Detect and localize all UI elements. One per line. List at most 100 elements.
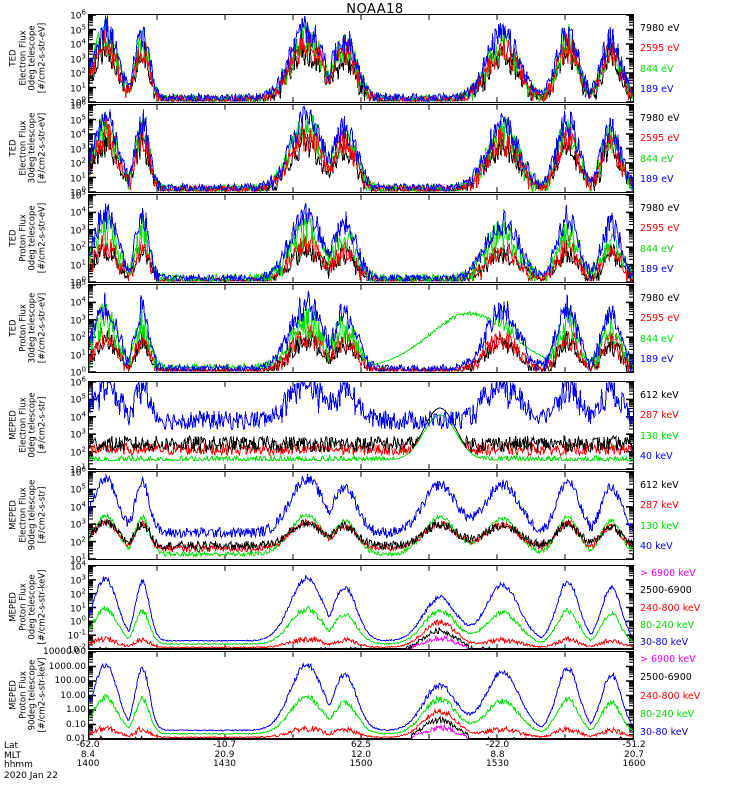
legend-item: 189 eV — [640, 264, 674, 275]
legend-item: 130 keV — [640, 430, 679, 442]
y-tick-label: 105 — [70, 113, 86, 126]
y-axis-title-line: 0deg telescope — [27, 24, 37, 91]
plot-area-ted-electron-30deg — [89, 105, 633, 192]
y-tick-label: 104 — [70, 205, 86, 219]
y-axis-title-meped-proton-0deg: MEPED Proton Flux 0deg telescope [#/cm2-s-s… — [8, 564, 47, 649]
y-axis-title-line: TED — [8, 228, 18, 247]
panel-meped-proton-90deg[interactable]: 0.01 0.10 1.00 10.00 100.00 1000.00 10000.00 — [43, 647, 634, 744]
y-tick-label: 103 — [70, 517, 86, 531]
legend-item: 7980 eV — [640, 293, 680, 304]
axis-tick-lat: -62.0 — [76, 740, 100, 750]
y-tick-label: 106 — [70, 375, 86, 389]
panel-ted-electron-30deg[interactable]: 100 101 102 103 104 105 106 — [70, 99, 634, 199]
y-axis-title-line: MEPED — [8, 409, 18, 440]
panel-meped-electron-90deg[interactable]: 101 102 103 104 105 106 — [70, 466, 634, 566]
legend-item: 2595 eV — [640, 133, 680, 145]
legend-item: 189 eV — [640, 354, 674, 365]
axis-tick-mlt: 20.9 — [214, 749, 235, 760]
y-axis-title-line: [#/cm2-s-str-eV] — [36, 202, 47, 273]
y-tick-label: 104 — [70, 410, 86, 424]
legend-item: 189 eV — [640, 84, 674, 95]
legend-item: 844 eV — [640, 243, 674, 255]
legend-ted-electron-0deg: 7980 eV 2595 eV 844 eV 189 eV — [640, 14, 750, 103]
y-tick-label: 1.00 — [65, 705, 86, 715]
legend-item: 2595 eV — [640, 313, 680, 325]
legend-item: 2500-6900 — [640, 672, 692, 684]
y-tick-label: 100 — [70, 365, 86, 379]
legend-meped-proton-90deg: > 6900 keV 2500-6900 240-800 keV 80-240 keV… — [640, 651, 750, 740]
y-tick-label: 100 — [70, 95, 86, 109]
panel-ted-electron-0deg[interactable]: 100 101 102 103 104 105 106 — [70, 9, 634, 109]
y-tick-label: 10000.00 — [43, 647, 86, 657]
y-axis-title-line: [#/cm2-s-str-eV] — [36, 22, 47, 93]
y-tick-label: 101 — [70, 462, 86, 476]
legend-item: 40 keV — [640, 451, 673, 462]
plot-area-ted-proton-30deg — [89, 285, 633, 372]
y-axis-title-line: 0deg telescope — [27, 204, 37, 271]
axis-tick-group: -62.0 8.4 1400 — [76, 740, 100, 770]
y-axis-title-meped-proton-90deg: MEPED Proton Flux 90deg telescope [#/cm2-s-… — [8, 650, 47, 739]
axis-tick-group: -22.0 8.8 1530 — [486, 740, 509, 770]
y-tick-label: 100 — [70, 275, 86, 289]
panel-ted-proton-0deg[interactable]: 100 101 102 103 104 105 — [70, 189, 634, 289]
y-axis-title-line: 30deg telescope — [27, 292, 37, 363]
y-tick-label: 102 — [70, 587, 86, 601]
y-tick-label: 100 — [70, 614, 86, 628]
axis-tick-hhmm: 1430 — [213, 759, 236, 769]
y-tick-label: 105 — [70, 23, 86, 36]
y-tick-label: 106 — [70, 98, 86, 112]
y-axis-title-meped-electron-90deg: MEPED Electron Flux 90deg telescope [#/cm2-… — [8, 470, 47, 559]
axis-tick-hhmm: 1600 — [622, 759, 646, 769]
y-tick-label: 103 — [70, 427, 86, 441]
legend-item: 7980 eV — [640, 23, 680, 34]
axis-tick-lat: -10.7 — [212, 740, 237, 750]
plot-area-ted-proton-0deg — [89, 195, 633, 282]
y-tick-label: 103 — [70, 142, 86, 155]
legend-item: 240-800 keV — [640, 690, 701, 702]
y-axis-title-ted-electron-0deg: TED Electron Flux 0deg telescope [#/cm2-s-s… — [8, 13, 47, 102]
legend-item: 287 keV — [640, 410, 679, 422]
y-tick-label: 102 — [70, 535, 86, 549]
y-tick-label: 100.00 — [54, 676, 87, 686]
axis-tick-lat: 62.5 — [350, 740, 372, 750]
y-axis-title-line: MEPED — [8, 591, 18, 622]
legend-item: > 6900 keV — [640, 568, 696, 579]
legend-item: 240-800 keV — [640, 602, 701, 614]
legend-ted-proton-0deg: 7980 eV 2595 eV 844 eV 189 eV — [640, 194, 750, 283]
axis-tick-group: -10.7 20.9 1430 — [212, 740, 237, 770]
axis-tick-lat: -51.2 — [622, 740, 646, 750]
legend-item: 844 eV — [640, 333, 674, 345]
y-axis-title-line: [#/cm2-s-str-keV] — [36, 657, 47, 732]
panel-ted-proton-30deg[interactable]: 100 101 102 103 104 105 — [70, 279, 634, 379]
y-axis-title-line: [#/cm2-s-str] — [36, 486, 47, 543]
panel-meped-proton-0deg[interactable]: 10-2 10-1 100 101 102 103 104 — [68, 560, 634, 656]
y-axis-title-line: 90deg telescope — [27, 659, 37, 730]
y-axis-title-line: MEPED — [8, 679, 18, 710]
y-tick-label: 1000.00 — [48, 661, 86, 672]
y-tick-label: 103 — [70, 313, 86, 327]
y-tick-label: 102 — [70, 156, 86, 170]
y-axis-title-ted-proton-30deg: TED Proton Flux 30deg telescope [#/cm2-s-st… — [8, 283, 47, 372]
y-tick-label: 0.10 — [65, 719, 86, 730]
y-axis-title-meped-electron-0deg: MEPED Electron Flux 0deg telescope [#/cm2-s… — [8, 380, 47, 469]
panel-meped-electron-0deg[interactable]: 101 102 103 104 105 106 — [70, 376, 634, 476]
legend-item: 130 keV — [640, 520, 679, 532]
y-tick-label: 105 — [70, 482, 86, 496]
plot-area-meped-electron-90deg — [89, 472, 633, 559]
y-axis-title-ted-proton-0deg: TED Proton Flux 0deg telescope [#/cm2-s-str… — [8, 193, 47, 282]
axis-tick-mlt: 12.0 — [350, 749, 372, 760]
axis-tick-group: 62.5 12.0 1500 — [350, 740, 373, 770]
y-tick-label: 104 — [70, 295, 86, 309]
axis-tick-hhmm: 1530 — [486, 759, 509, 769]
axis-tick-hhmm: 1400 — [76, 759, 100, 769]
axis-row-label-lat: Lat — [4, 741, 19, 751]
y-tick-label: 10-2 — [67, 642, 86, 656]
y-axis-title-line: 30deg telescope — [27, 112, 37, 183]
legend-item: 612 keV — [640, 480, 679, 491]
y-axis-title-line: TED — [8, 48, 18, 67]
plot-area-meped-electron-0deg — [89, 382, 633, 469]
y-tick-label: 104 — [70, 500, 86, 514]
date-stamp: 2020 Jan 22 — [4, 771, 58, 781]
bottom-axis: Lat MLT hhmm -62.0 8.4 1400 -10.7 20.9 1430 62… — [0, 740, 750, 800]
y-tick-label: 101 — [70, 81, 86, 94]
